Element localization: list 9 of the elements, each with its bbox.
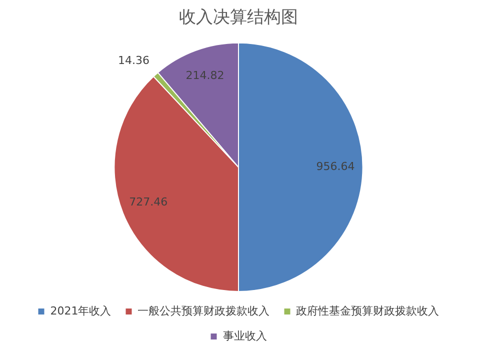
legend-label: 2021年收入 bbox=[50, 304, 112, 318]
legend-label: 事业收入 bbox=[222, 329, 267, 342]
chart-title: 收入决算结构图 bbox=[179, 8, 298, 28]
data-label: 956.64 bbox=[316, 160, 355, 174]
legend-label: 政府性基金预算财政拨款收入 bbox=[296, 304, 440, 318]
data-label: 14.36 bbox=[118, 54, 150, 67]
data-label: 727.46 bbox=[129, 196, 168, 209]
data-label: 214.82 bbox=[186, 69, 224, 82]
legend-label: 一般公共预算财政拨款收入 bbox=[138, 304, 270, 318]
